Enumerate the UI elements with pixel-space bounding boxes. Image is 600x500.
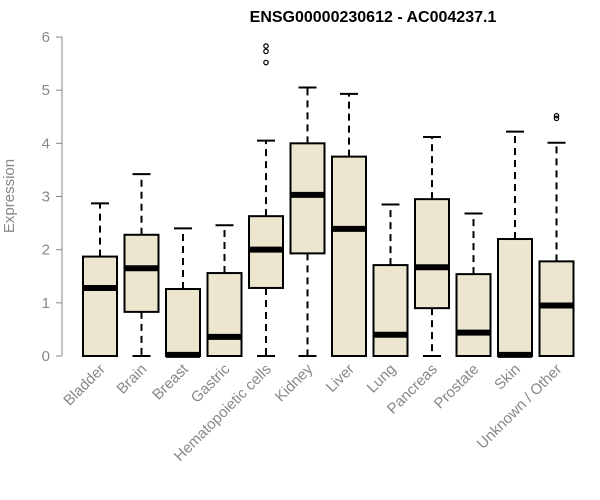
iqr-box: [455, 273, 492, 357]
box-lung: [372, 203, 409, 357]
y-tick-label: 2: [42, 242, 50, 259]
y-tick-label: 5: [42, 82, 50, 99]
y-tick-label: 4: [42, 135, 50, 152]
box-liver: [331, 92, 367, 357]
y-tick-label: 0: [42, 348, 50, 365]
y-axis-label: Expression: [1, 159, 18, 233]
iqr-box: [331, 155, 367, 357]
box-skin: [497, 130, 533, 358]
box-pancreas: [414, 135, 450, 357]
chart-title: ENSG00000230612 - AC004237.1: [250, 9, 497, 26]
iqr-box: [538, 260, 575, 358]
x-tick-label: Lung: [364, 361, 400, 397]
y-axis: 0 1 2 3 4 5 6: [42, 29, 63, 365]
x-tick-label: Skin: [491, 361, 524, 394]
iqr-box: [497, 238, 533, 358]
x-tick-label: Brain: [114, 361, 151, 398]
box-prostate: [455, 212, 492, 357]
outlier-point: [553, 112, 560, 119]
outlier-point: [263, 48, 269, 55]
box-gastric: [206, 224, 243, 357]
box-hematopoietic-cells: [248, 43, 284, 357]
x-tick-label: Liver: [323, 361, 358, 396]
iqr-box: [372, 264, 409, 357]
x-tick-label: Prostate: [431, 361, 483, 413]
boxes-group: [82, 43, 575, 358]
box-kidney: [289, 86, 326, 357]
box-bladder: [82, 202, 118, 358]
iqr-box: [165, 288, 201, 358]
outlier-point: [553, 115, 560, 122]
x-tick-label: Kidney: [272, 360, 317, 405]
iqr-box: [414, 198, 450, 310]
x-tick-label: Breast: [149, 360, 192, 403]
iqr-box: [123, 233, 160, 313]
y-tick-label: 1: [42, 295, 50, 312]
x-tick-label: Bladder: [60, 361, 109, 410]
y-tick-label: 6: [42, 29, 50, 46]
iqr-box: [289, 142, 326, 255]
outlier-point: [263, 43, 269, 49]
box-unknown-other: [538, 112, 575, 358]
y-tick-label: 3: [42, 189, 50, 206]
box-breast: [165, 227, 201, 358]
iqr-box: [206, 272, 243, 357]
box-brain: [123, 173, 160, 357]
iqr-box: [82, 255, 118, 358]
outlier-point: [263, 59, 269, 66]
